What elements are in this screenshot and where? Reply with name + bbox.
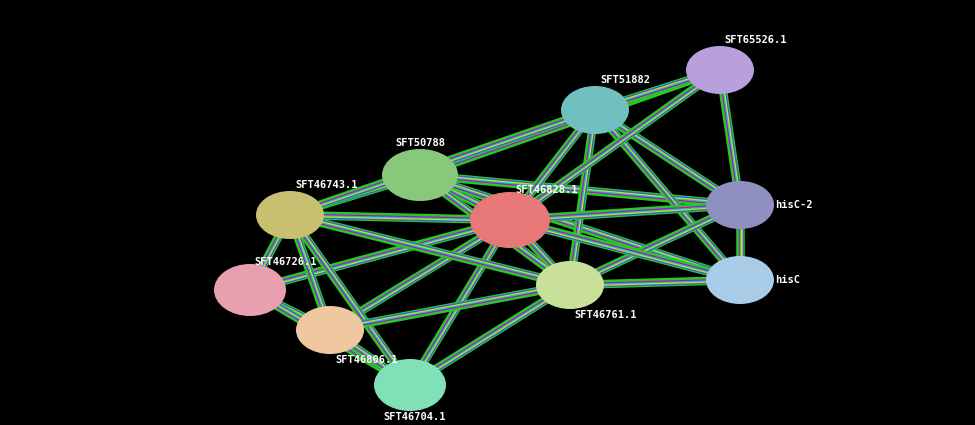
Text: SFT46726.1: SFT46726.1 bbox=[254, 257, 317, 267]
Ellipse shape bbox=[706, 181, 774, 229]
Ellipse shape bbox=[536, 261, 604, 309]
Ellipse shape bbox=[706, 256, 774, 304]
Text: hisC-2: hisC-2 bbox=[775, 200, 812, 210]
Text: SFT46704.1: SFT46704.1 bbox=[384, 412, 447, 422]
Text: SFT46806.1: SFT46806.1 bbox=[335, 355, 398, 365]
Text: SFT65526.1: SFT65526.1 bbox=[724, 35, 787, 45]
Text: SFT46743.1: SFT46743.1 bbox=[295, 180, 358, 190]
Text: hisC: hisC bbox=[775, 275, 800, 285]
Text: SFT51882: SFT51882 bbox=[600, 75, 650, 85]
Ellipse shape bbox=[256, 191, 324, 239]
Ellipse shape bbox=[374, 359, 446, 411]
Ellipse shape bbox=[214, 264, 286, 316]
Text: SFT46761.1: SFT46761.1 bbox=[574, 310, 637, 320]
Ellipse shape bbox=[561, 86, 629, 134]
Text: SFT46828.1: SFT46828.1 bbox=[515, 185, 577, 195]
Ellipse shape bbox=[382, 149, 458, 201]
Ellipse shape bbox=[296, 306, 364, 354]
Ellipse shape bbox=[686, 46, 754, 94]
Ellipse shape bbox=[470, 192, 550, 248]
Text: SFT50788: SFT50788 bbox=[395, 138, 445, 148]
